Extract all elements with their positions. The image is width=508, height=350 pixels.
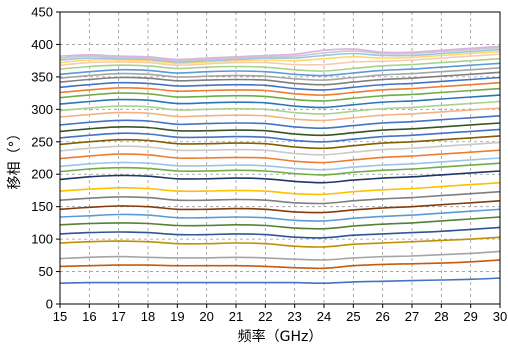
series-line-27: [59, 67, 501, 81]
x-tick-label: 23: [287, 309, 301, 324]
series-line-24: [59, 81, 501, 96]
series-line-9: [59, 190, 501, 205]
x-tick-label: 26: [375, 309, 389, 324]
x-tick-label: 27: [405, 309, 419, 324]
y-tick-label: 400: [31, 37, 53, 52]
series-line-23: [59, 87, 501, 102]
y-tick-label: 200: [31, 167, 53, 182]
series-lines: [59, 45, 501, 285]
x-tick-label: 15: [53, 309, 67, 324]
series-line-1: [59, 277, 501, 285]
series-line-7: [59, 208, 501, 222]
y-tick-label: 50: [39, 264, 53, 279]
x-tick-label: 19: [170, 309, 184, 324]
x-tick-label: 17: [111, 309, 125, 324]
series-line-32: [59, 48, 501, 63]
series-line-31: [59, 50, 501, 65]
series-line-28: [59, 62, 501, 77]
series-line-2: [59, 259, 501, 270]
y-tick-label: 350: [31, 69, 53, 84]
series-line-20: [59, 107, 501, 122]
series-line-11: [59, 170, 501, 184]
y-tick-label: 250: [31, 134, 53, 149]
plot-frame: [59, 11, 501, 305]
x-tick-label: 28: [434, 309, 448, 324]
series-line-19: [59, 115, 501, 130]
series-line-10: [59, 181, 501, 196]
series-line-26: [59, 71, 501, 86]
series-line-30: [59, 53, 501, 67]
series-line-4: [59, 236, 501, 248]
x-axis-title: 频率（GHz）: [238, 328, 323, 345]
series-line-14: [59, 149, 501, 164]
series-line-17: [59, 128, 501, 143]
y-axis-title: 移相（°）: [7, 127, 23, 190]
series-line-16: [59, 135, 501, 150]
x-tick-label: 24: [317, 309, 331, 324]
x-tick-label: 29: [463, 309, 477, 324]
x-tick-label: 30: [493, 309, 507, 324]
series-line-13: [59, 157, 501, 171]
series-line-29: [59, 57, 501, 72]
series-line-6: [59, 216, 501, 230]
y-tick-label: 300: [31, 102, 53, 117]
x-tick-label: 16: [82, 309, 96, 324]
series-line-15: [59, 141, 501, 156]
x-tick-label: 21: [229, 309, 243, 324]
x-tick-label: 25: [346, 309, 360, 324]
series-line-25: [59, 76, 501, 91]
series-line-8: [59, 200, 501, 214]
y-tick-label: 150: [31, 199, 53, 214]
x-tick-label: 20: [199, 309, 213, 324]
series-line-33: [59, 46, 501, 62]
x-tick-label: 22: [258, 309, 272, 324]
axis-ticks: 15 16 17 18 19 20 21 22 23 24 25 26 27 28 29 3005010015…: [31, 5, 507, 325]
series-line-3: [59, 250, 501, 261]
y-tick-label: 450: [31, 5, 53, 20]
series-line-34: [59, 45, 501, 61]
y-tick-label: 0: [46, 297, 53, 312]
series-line-22: [59, 94, 501, 109]
series-line-21: [59, 100, 501, 115]
y-tick-label: 100: [31, 232, 53, 247]
x-tick-label: 18: [141, 309, 155, 324]
series-line-12: [59, 162, 501, 176]
series-line-5: [59, 226, 501, 239]
series-line-18: [59, 122, 501, 137]
